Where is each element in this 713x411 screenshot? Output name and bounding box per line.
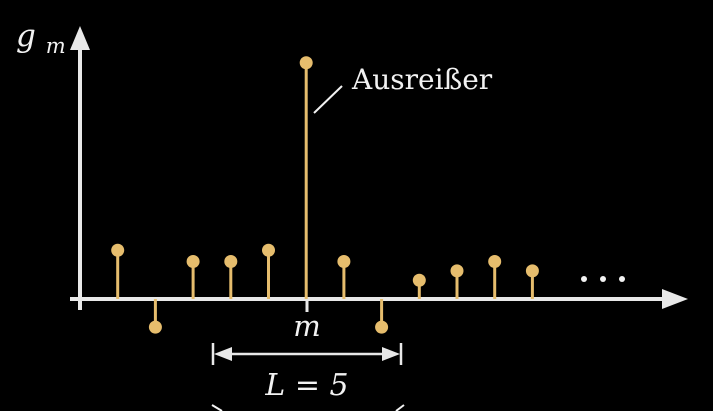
sample-point — [412, 273, 426, 287]
outlier-label: Ausreißer — [351, 63, 493, 96]
x-axis-arrowhead — [662, 289, 688, 309]
sample-point — [375, 320, 389, 334]
sample-point — [488, 255, 502, 268]
sample-point — [186, 255, 200, 268]
sample-point — [525, 264, 539, 278]
sample-point — [111, 243, 125, 257]
sample-point — [148, 320, 162, 334]
y-axis-label-sub: m — [46, 34, 66, 58]
sample-point — [262, 243, 275, 257]
sample-point — [337, 255, 351, 268]
y-axis-arrowhead — [70, 26, 90, 50]
y-axis-label: g m — [16, 18, 66, 58]
outlier-leader-line — [313, 85, 343, 114]
sample-point — [450, 264, 464, 278]
y-axis-label-base: g — [16, 18, 36, 54]
outlier-point — [299, 56, 313, 70]
window-length-label: L = 5 — [264, 368, 348, 403]
brace-right-tip — [395, 404, 405, 411]
x-marker-label: m — [293, 309, 321, 343]
brace-left-tip — [211, 404, 223, 411]
window-arrow-right — [382, 347, 400, 361]
ellipsis-icon — [581, 276, 625, 282]
sample-stems — [111, 56, 539, 334]
sample-point — [224, 255, 238, 268]
window-arrow-left — [214, 347, 232, 361]
